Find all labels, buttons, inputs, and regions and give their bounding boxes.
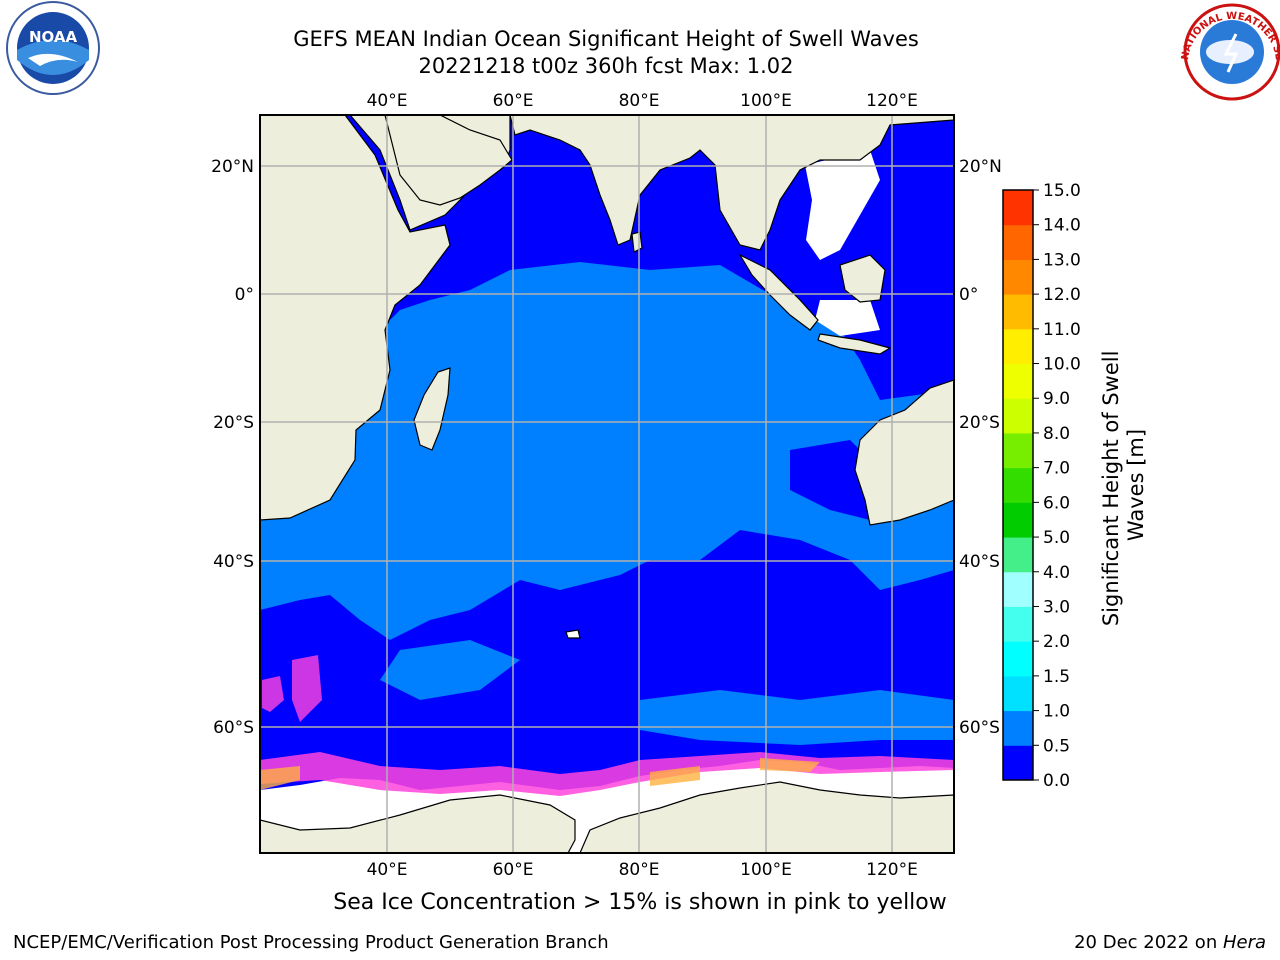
- footer-host: Hera: [1222, 932, 1266, 953]
- colorbar-tick-label: 11.0: [1043, 320, 1081, 340]
- sea-ice-pink-west: [262, 655, 322, 722]
- lat-label-left: 0°: [235, 285, 254, 305]
- colorbar-tick-label: 5.0: [1043, 528, 1070, 548]
- colorbar: [1002, 189, 1034, 781]
- chart-title: GEFS MEAN Indian Ocean Significant Heigh…: [293, 27, 919, 51]
- colorbar-tick-label: 3.0: [1043, 597, 1070, 617]
- mid-swell-south-patch: [380, 640, 520, 700]
- colorbar-label: Significant Height of Swell Waves [m]: [1099, 344, 1148, 626]
- colorbar-tick-label: 9.0: [1043, 389, 1070, 409]
- colorbar-swatch: [1003, 571, 1033, 607]
- land-australia: [854, 379, 954, 526]
- noaa-logo-text: NOAA: [29, 28, 78, 46]
- chart-subtitle: 20221218 t00z 360h fcst Max: 1.02: [418, 54, 794, 78]
- colorbar-swatch: [1003, 467, 1033, 503]
- colorbar-ticks: 0.0 0.5 1.0 1.5 2.0 3.0 4.0 5.0 6.0 7.0 8.0 9.0 10.0…: [1033, 181, 1081, 791]
- colorbar-tick-label: 12.0: [1043, 285, 1081, 305]
- lat-labels-left: 20°N 0° 20°S 40°S 60°S: [211, 157, 254, 738]
- footer-date: 20 Dec 2022 on Hera: [1074, 932, 1266, 953]
- lon-label-bottom: 40°E: [367, 860, 408, 880]
- footer-credit: NCEP/EMC/Verification Post Processing Pr…: [13, 932, 609, 953]
- colorbar-tick-label: 1.0: [1043, 702, 1070, 722]
- sea-ice-orange-fringe: [260, 758, 820, 790]
- lon-labels-bottom: 40°E 60°E 80°E 100°E 120°E: [367, 860, 918, 880]
- lon-labels-top: 40°E 60°E 80°E 100°E 120°E: [367, 91, 918, 111]
- colorbar-swatch: [1003, 398, 1033, 434]
- nws-logo: NATIONAL WEATHER SERVICE: [0, 0, 1280, 101]
- land-antarctica: [260, 781, 954, 853]
- lat-label-left: 60°S: [213, 718, 254, 738]
- colorbar-swatch: [1003, 537, 1033, 573]
- colorbar-tick-label: 7.0: [1043, 459, 1070, 479]
- mid-swell-south-patch-2: [640, 690, 954, 745]
- colorbar-frame: [1002, 189, 1034, 781]
- lon-label-top: 80°E: [619, 91, 660, 111]
- colorbar-swatch: [1003, 745, 1033, 781]
- land-sri-lanka: [631, 231, 643, 253]
- land-java: [817, 333, 892, 355]
- colorbar-tick-label: 14.0: [1043, 216, 1081, 236]
- lat-label-right: 40°S: [959, 552, 1000, 572]
- colorbar-tick-label: 0.5: [1043, 736, 1070, 756]
- lat-label-right: 20°N: [959, 157, 1002, 177]
- colorbar-swatch: [1003, 641, 1033, 677]
- colorbar-swatch: [1003, 328, 1033, 365]
- graticule: [260, 115, 954, 853]
- colorbar-tick-label: 4.0: [1043, 563, 1070, 583]
- map-frame: [259, 114, 955, 854]
- lon-label-top: 40°E: [367, 91, 408, 111]
- land-malay-sumatra: [738, 253, 819, 331]
- colorbar-swatch: [1003, 432, 1033, 469]
- lat-labels-right: 20°N 0° 20°S 40°S 60°S: [959, 157, 1002, 738]
- colorbar-swatch: [1003, 710, 1033, 746]
- lat-label-left: 20°S: [213, 413, 254, 433]
- colorbar-swatch: [1003, 606, 1033, 642]
- colorbar-swatch: [1003, 502, 1033, 538]
- colorbar-swatch: [1003, 675, 1033, 712]
- colorbar-swatch: [1003, 224, 1033, 260]
- colorbar-tick-label: 2.0: [1043, 632, 1070, 652]
- nws-logo-text: NATIONAL WEATHER SERVICE: [0, 0, 1280, 61]
- lon-label-bottom: 80°E: [619, 860, 660, 880]
- lon-label-bottom: 100°E: [740, 860, 792, 880]
- lon-label-top: 60°E: [493, 91, 534, 111]
- lat-label-left: 40°S: [213, 552, 254, 572]
- lon-label-top: 120°E: [866, 91, 918, 111]
- noaa-logo: NOAA: [6, 1, 100, 95]
- lon-label-bottom: 60°E: [493, 860, 534, 880]
- lat-label-right: 20°S: [959, 413, 1000, 433]
- se-asia-mask-white: [805, 150, 880, 336]
- lat-label-left: 20°N: [211, 157, 254, 177]
- land-africa: [260, 115, 511, 521]
- land-madagascar: [413, 367, 451, 451]
- lon-label-top: 100°E: [740, 91, 792, 111]
- land-arabia: [384, 115, 513, 206]
- colorbar-swatch: [1003, 190, 1033, 226]
- lat-label-right: 0°: [959, 285, 978, 305]
- colorbar-swatch: [1003, 294, 1033, 330]
- footer-date-text: 20 Dec 2022 on: [1074, 932, 1223, 953]
- sea-ice-caption: Sea Ice Concentration > 15% is shown in …: [333, 890, 947, 915]
- colorbar-tick-label: 10.0: [1043, 355, 1081, 375]
- colorbar-tick-label: 6.0: [1043, 493, 1070, 513]
- colorbar-tick-label: 15.0: [1043, 181, 1081, 201]
- colorbar-tick-label: 0.0: [1043, 771, 1070, 791]
- land-iran-india: [509, 115, 954, 251]
- map-area: [260, 115, 954, 853]
- colorbar-tick-label: 1.5: [1043, 667, 1070, 687]
- lat-label-right: 60°S: [959, 718, 1000, 738]
- colorbar-tick-label: 13.0: [1043, 250, 1081, 270]
- lon-label-bottom: 120°E: [866, 860, 918, 880]
- colorbar-swatch: [1003, 363, 1033, 399]
- colorbar-swatch: [1003, 259, 1033, 295]
- land-borneo: [839, 254, 886, 303]
- colorbar-tick-label: 8.0: [1043, 424, 1070, 444]
- land-kerguelen: [565, 629, 581, 639]
